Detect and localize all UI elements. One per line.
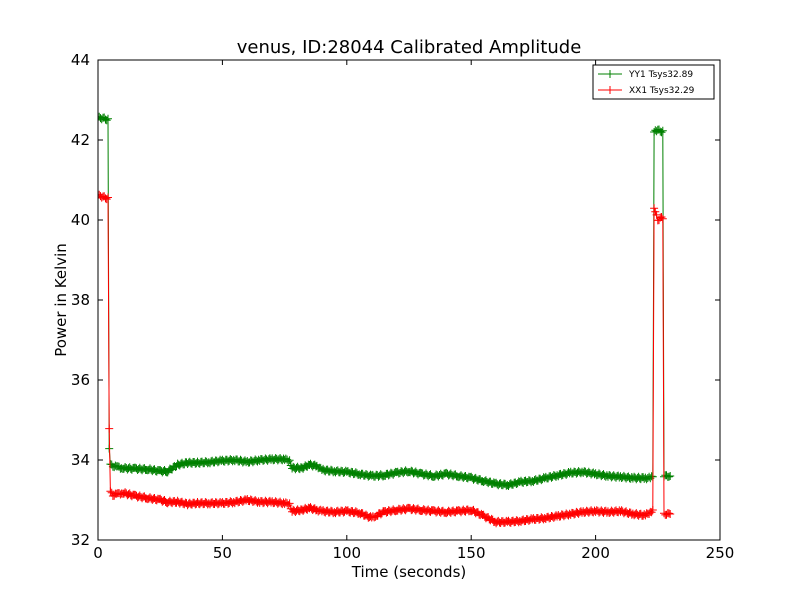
x-tick-label: 100 — [332, 544, 361, 562]
plot-area: 0 50 100 150 200 250 32 34 36 38 40 42 44 — [71, 51, 734, 562]
legend-label-yy1: YY1 Tsys32.89 — [628, 70, 693, 80]
legend-entry-yy1: YY1 Tsys32.89 — [598, 70, 693, 80]
legend: YY1 Tsys32.89 XX1 Tsys32.29 — [592, 64, 715, 100]
series-xx1 — [98, 190, 675, 528]
x-tick-label: 50 — [213, 544, 232, 562]
series-markers — [98, 190, 675, 528]
y-tick-label: 40 — [71, 211, 90, 229]
chart-title: venus, ID:28044 Calibrated Amplitude — [237, 37, 582, 58]
y-tick-label: 38 — [71, 291, 90, 309]
legend-marker-xx1 — [606, 86, 614, 94]
legend-label-xx1: XX1 Tsys32.29 — [629, 86, 695, 96]
x-tick-label: 250 — [706, 544, 735, 562]
legend-marker-yy1 — [606, 70, 614, 78]
series-layer — [98, 112, 675, 528]
y-tick-label: 42 — [71, 131, 90, 149]
x-tick-label: 200 — [581, 544, 610, 562]
x-tick-label: 0 — [93, 544, 103, 562]
series-markers — [98, 112, 675, 490]
legend-box — [592, 64, 715, 100]
y-tick-label: 32 — [71, 531, 90, 549]
ticks-layer: 0 50 100 150 200 250 32 34 36 38 40 42 44 — [71, 51, 734, 562]
y-tick-label: 44 — [71, 51, 90, 69]
x-tick-label: 150 — [457, 544, 486, 562]
series-yy1 — [98, 112, 675, 490]
y-axis-label: Power in Kelvin — [52, 243, 70, 357]
y-tick-label: 36 — [71, 371, 90, 389]
legend-entry-xx1: XX1 Tsys32.29 — [598, 86, 695, 96]
y-tick-label: 34 — [71, 451, 90, 469]
x-axis-label: Time (seconds) — [351, 563, 467, 581]
